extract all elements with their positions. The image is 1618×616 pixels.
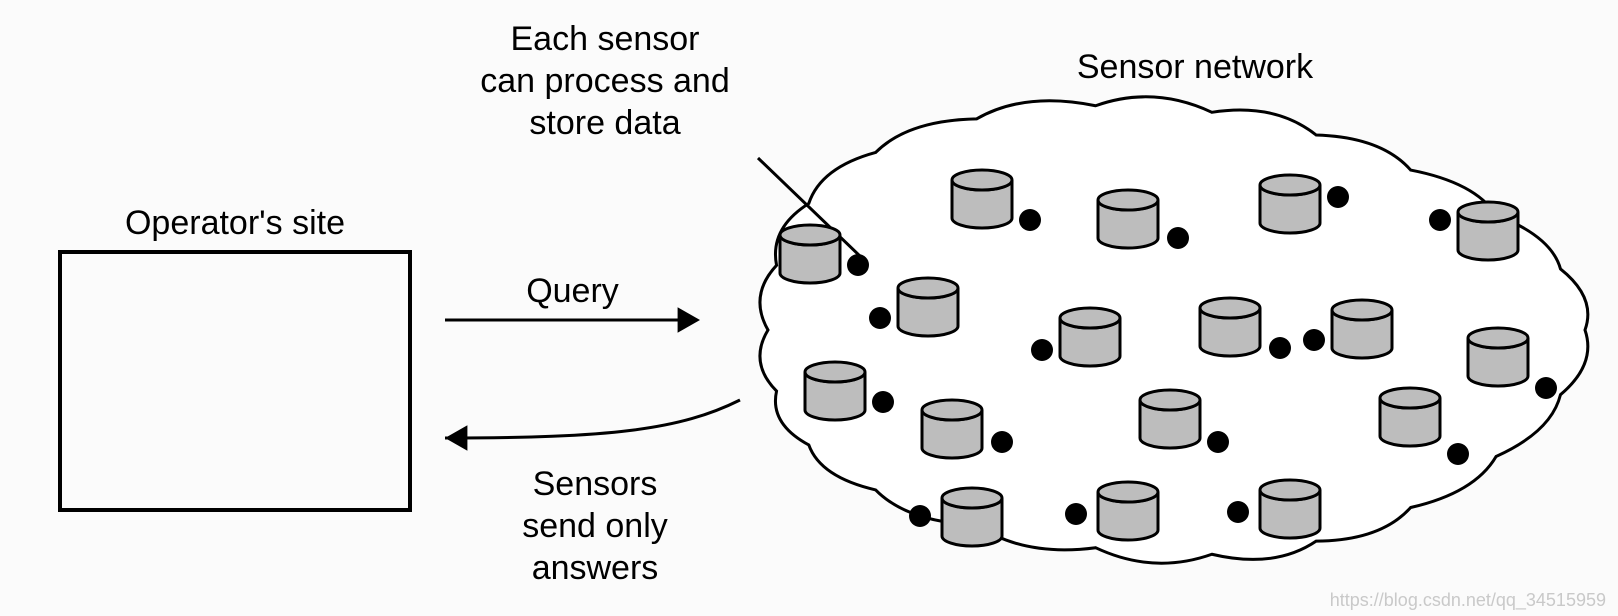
sensor-dot bbox=[1269, 337, 1291, 359]
sensor-node bbox=[952, 170, 1012, 228]
operator-site-label: Operator's site bbox=[125, 204, 345, 242]
sensor-dot bbox=[1019, 209, 1041, 231]
sensor-node bbox=[1380, 388, 1440, 446]
sensor-dot bbox=[1167, 227, 1189, 249]
sensor-node bbox=[898, 278, 958, 336]
sensor-node bbox=[1260, 175, 1320, 233]
sensor-dot bbox=[847, 254, 869, 276]
sensor-dot bbox=[1207, 431, 1229, 453]
sensor-dot bbox=[1227, 501, 1249, 523]
sensor-node bbox=[1458, 202, 1518, 260]
watermark: https://blog.csdn.net/qq_34515959 bbox=[1330, 590, 1606, 611]
answers-label-line: send only bbox=[522, 507, 668, 545]
sensor-dot bbox=[1303, 329, 1325, 351]
sensor-desc-line: can process and bbox=[480, 62, 730, 100]
answers-label-line: answers bbox=[532, 549, 659, 587]
sensor-dot bbox=[869, 307, 891, 329]
sensor-node bbox=[780, 225, 840, 283]
sensor-dot bbox=[1535, 377, 1557, 399]
sensor-dot bbox=[872, 391, 894, 413]
sensor-node bbox=[1200, 298, 1260, 356]
sensor-node bbox=[1060, 308, 1120, 366]
sensor-node bbox=[922, 400, 982, 458]
answers-label-line: Sensors bbox=[533, 465, 658, 503]
sensor-dot bbox=[1447, 443, 1469, 465]
sensor-node bbox=[1098, 482, 1158, 540]
sensor-dot bbox=[909, 505, 931, 527]
sensor-dot bbox=[1031, 339, 1053, 361]
sensor-node bbox=[805, 362, 865, 420]
sensor-node bbox=[942, 488, 1002, 546]
sensor-node bbox=[1332, 300, 1392, 358]
query-label: Query bbox=[526, 272, 619, 310]
sensor-node bbox=[1140, 390, 1200, 448]
sensor-dot bbox=[1327, 186, 1349, 208]
sensor-node bbox=[1098, 190, 1158, 248]
diagram-canvas: Operator's site Sensor network Each sensor… bbox=[0, 0, 1618, 616]
sensor-node bbox=[1260, 480, 1320, 538]
sensor-desc-line: Each sensor bbox=[511, 20, 700, 58]
sensor-desc-line: store data bbox=[529, 104, 680, 142]
sensor-dot bbox=[1065, 503, 1087, 525]
sensor-node bbox=[1468, 328, 1528, 386]
sensor-dot bbox=[991, 431, 1013, 453]
sensor-dot bbox=[1429, 209, 1451, 231]
sensor-network-title: Sensor network bbox=[1077, 48, 1314, 86]
